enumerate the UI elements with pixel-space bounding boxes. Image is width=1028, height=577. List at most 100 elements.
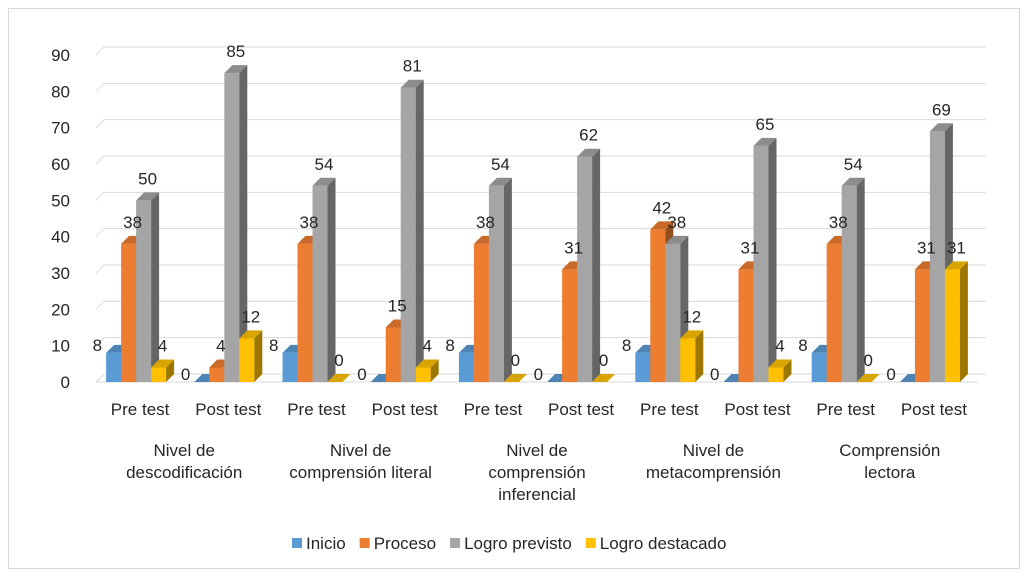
bar xyxy=(856,374,880,382)
bar xyxy=(577,148,601,382)
data-label: 38 xyxy=(300,213,319,232)
bar xyxy=(592,374,616,382)
y-tick-label: 90 xyxy=(51,46,70,65)
bar-front xyxy=(121,243,137,382)
bar xyxy=(841,177,865,382)
bar-top xyxy=(753,137,777,146)
data-label: 0 xyxy=(710,365,719,384)
gridline-depth xyxy=(95,46,105,56)
legend-swatch xyxy=(292,538,302,548)
bar-front xyxy=(282,352,298,382)
data-label: 69 xyxy=(932,100,951,119)
data-label: 0 xyxy=(357,365,366,384)
bar-side xyxy=(254,330,263,382)
bar-side xyxy=(768,137,777,382)
bar-front xyxy=(577,156,593,382)
y-tick-label: 0 xyxy=(61,373,70,392)
x-category-label: Post test xyxy=(724,400,790,419)
data-label: 31 xyxy=(947,238,966,257)
gridline-depth xyxy=(95,300,105,310)
data-label: 12 xyxy=(682,307,701,326)
gridline-depth xyxy=(95,264,105,274)
y-axis-ticks: 0 10 20 30 40 50 60 70 80 90 xyxy=(51,46,70,392)
legend-label: Proceso xyxy=(374,534,436,553)
data-label: 4 xyxy=(422,336,431,355)
bar-top xyxy=(503,374,527,382)
bar-top xyxy=(136,192,160,201)
bar xyxy=(415,359,439,382)
data-label: 0 xyxy=(599,351,608,370)
bar-front xyxy=(811,352,827,382)
y-tick-label: 20 xyxy=(51,300,70,319)
bar-front xyxy=(224,73,240,383)
x-axis-categories: Pre test Post test Pre test Post test Pre te… xyxy=(111,400,967,504)
bar-front xyxy=(650,229,666,382)
bar xyxy=(944,261,968,382)
x-group-label-line: Nivel de xyxy=(506,441,567,460)
y-tick-label: 50 xyxy=(51,191,70,210)
x-category-label: Post test xyxy=(195,400,261,419)
bar-side xyxy=(856,177,865,382)
data-label: 38 xyxy=(667,213,686,232)
bar-side xyxy=(166,359,175,382)
data-label: 81 xyxy=(403,57,422,76)
x-group-label-line: inferencial xyxy=(498,485,576,504)
bar-front xyxy=(665,243,681,382)
bar-side xyxy=(959,261,968,382)
data-label: 54 xyxy=(844,155,863,174)
legend-label: Logro destacado xyxy=(600,534,727,553)
x-category-label: Pre test xyxy=(640,400,699,419)
bar-front xyxy=(400,87,416,382)
bar-side xyxy=(695,330,704,382)
bar xyxy=(488,177,512,382)
bar-front xyxy=(385,327,401,382)
data-label: 0 xyxy=(511,351,520,370)
bar-top xyxy=(650,221,674,230)
x-group-label: Nivel de descodificación xyxy=(126,441,242,482)
x-group-label-line: Nivel de xyxy=(683,441,744,460)
bar-front xyxy=(106,352,122,382)
data-label: 62 xyxy=(579,126,598,145)
bar-front xyxy=(312,185,328,382)
bar xyxy=(400,79,424,382)
bar-side xyxy=(415,79,424,382)
legend-label: Inicio xyxy=(306,534,346,553)
gridline-depth xyxy=(95,82,105,92)
x-category-label: Pre test xyxy=(464,400,523,419)
bar-front xyxy=(826,243,842,382)
bar xyxy=(224,65,248,383)
data-label: 85 xyxy=(226,42,245,61)
bar-front xyxy=(488,185,504,382)
bar xyxy=(151,359,175,382)
gridline-depth xyxy=(95,337,105,347)
data-label: 8 xyxy=(445,336,454,355)
bar-top xyxy=(768,359,792,368)
legend-item: Logro previsto xyxy=(450,534,572,553)
data-label: 42 xyxy=(652,198,671,217)
x-category-label: Post test xyxy=(372,400,438,419)
bar xyxy=(239,330,263,382)
x-group-label: Nivel de metacomprensión xyxy=(646,441,781,482)
x-group-label: Nivel de comprensión inferencial xyxy=(488,441,585,504)
x-group-label-line: comprensión literal xyxy=(289,463,432,482)
y-tick-label: 70 xyxy=(51,119,70,138)
x-category-label: Pre test xyxy=(111,400,170,419)
y-tick-label: 40 xyxy=(51,228,70,247)
data-label: 54 xyxy=(491,155,510,174)
bar-front xyxy=(209,367,225,382)
x-group-label-line: descodificación xyxy=(126,463,242,482)
x-category-label: Pre test xyxy=(816,400,875,419)
bar-top xyxy=(239,330,263,339)
x-group-label-line: Nivel de xyxy=(153,441,214,460)
data-label: 54 xyxy=(315,155,334,174)
x-group-label-line: Comprensión xyxy=(839,441,940,460)
data-label: 8 xyxy=(269,336,278,355)
bar xyxy=(136,192,160,382)
data-label: 0 xyxy=(534,365,543,384)
gridline-depth xyxy=(95,191,105,201)
bar-side xyxy=(783,359,792,382)
x-category-label: Post test xyxy=(901,400,967,419)
bar-top xyxy=(488,177,512,186)
gridline-depth xyxy=(95,155,105,165)
